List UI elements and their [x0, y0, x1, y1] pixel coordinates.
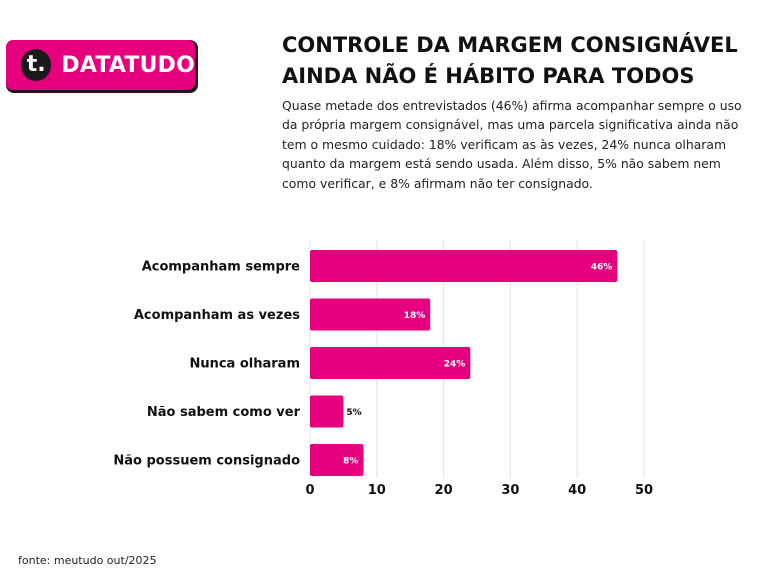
logo-badge: t. DATATUDO [6, 40, 195, 90]
category-label: Acompanham sempre [142, 260, 300, 275]
bar [310, 395, 344, 428]
subtitle-line: tem o mesmo cuidado: 18% verificam as às… [282, 136, 727, 152]
x-tick-label: 40 [568, 483, 586, 498]
bar [310, 444, 364, 476]
category-label: Acompanham as vezes [134, 308, 300, 323]
title-line: CONTROLE DA MARGEM CONSIGNÁVEL [282, 33, 738, 57]
category-label: Não possuem consignado [113, 454, 300, 469]
subtitle-line: como verificar, e 8% afirmam não ter con… [282, 175, 593, 191]
title-line: AINDA NÃO É HÁBITO PARA TODOS [282, 64, 695, 88]
category-label: Nunca olharam [189, 357, 300, 372]
logo: t. DATATUDO [6, 40, 198, 93]
data-label: 18% [404, 311, 426, 321]
x-tick-label: 50 [635, 483, 653, 498]
source-note: fonte: meutudo out/2025 [18, 554, 157, 567]
subtitle-line: quanto da margem está sendo usada. Além … [282, 156, 721, 172]
page-subtitle: Quase metade dos entrevistados (46%) afi… [282, 96, 754, 193]
bar [310, 298, 431, 331]
data-label: 46% [591, 263, 613, 273]
logo-icon: t. [21, 49, 52, 81]
subtitle-line: da própria margem consignável, mas uma p… [282, 117, 739, 133]
bar [310, 347, 471, 379]
x-tick-label: 20 [435, 483, 453, 498]
subtitle-line: Quase metade dos entrevistados (46%) afi… [282, 98, 742, 113]
category-label: Não sabem como ver [147, 405, 301, 420]
data-label: 5% [346, 408, 361, 418]
data-label: 8% [343, 457, 358, 467]
x-tick-label: 10 [368, 483, 386, 498]
page-title: CONTROLE DA MARGEM CONSIGNÁVEL AINDA NÃO… [282, 30, 752, 92]
x-tick-label: 30 [501, 483, 519, 498]
data-label: 24% [444, 360, 466, 370]
x-tick-label: 0 [305, 483, 314, 498]
logo-text: DATATUDO [61, 52, 195, 78]
bar [310, 250, 618, 282]
